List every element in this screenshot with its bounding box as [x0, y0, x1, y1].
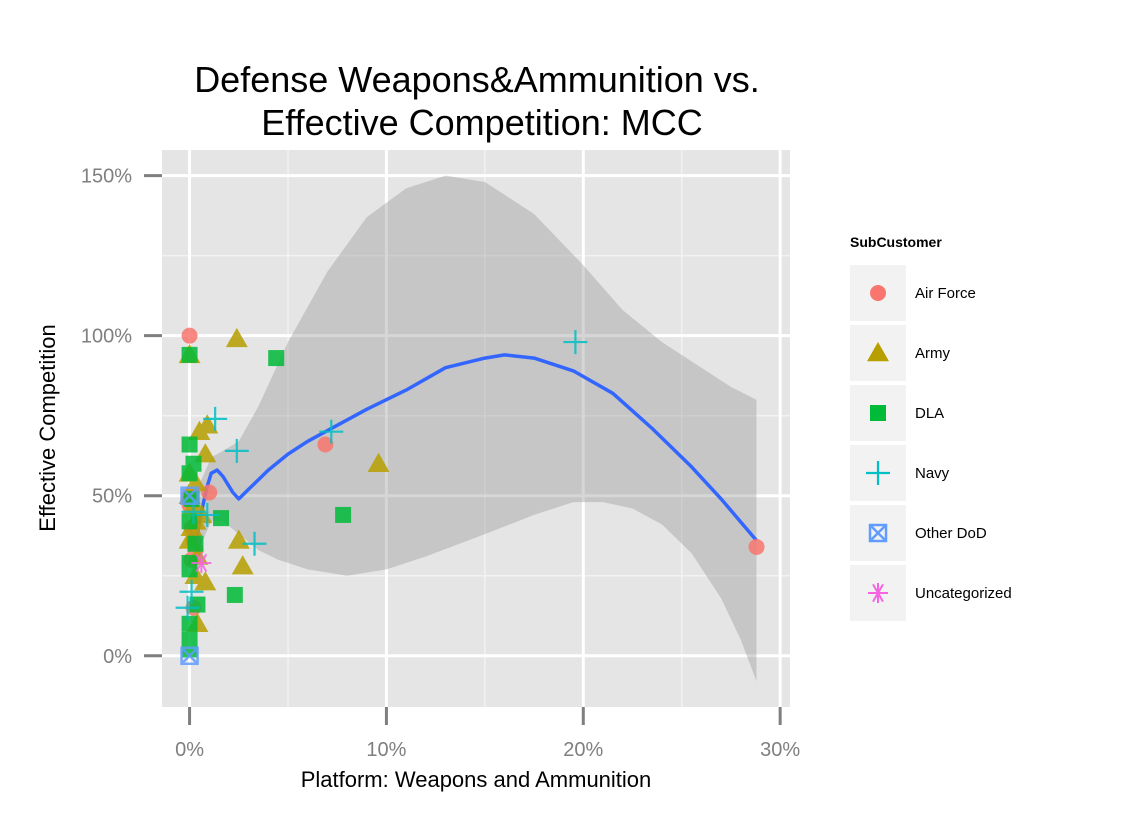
- legend-title: SubCustomer: [850, 234, 942, 250]
- point-5-0: [191, 552, 212, 573]
- point-2-0: [181, 346, 198, 363]
- legend-label: Army: [915, 345, 950, 362]
- legend-label: Air Force: [915, 285, 976, 302]
- point-1-18: [231, 555, 254, 575]
- point-0-0: [181, 327, 198, 344]
- point-2-2: [181, 436, 198, 453]
- legend-key-marker: [866, 461, 890, 485]
- plot-panel: [162, 150, 790, 707]
- point-3-8: [563, 330, 588, 355]
- legend-label: DLA: [915, 405, 944, 422]
- point-2-15: [226, 586, 243, 603]
- smooth-line-path: [187, 353, 758, 546]
- y-tick-label-2: 100%: [81, 326, 132, 348]
- point-2-10: [181, 561, 198, 578]
- x-tick-label-3: 30%: [760, 739, 800, 761]
- legend-key-marker: [868, 523, 888, 543]
- legend-key-marker: [870, 285, 886, 301]
- legend-key-marker: [870, 405, 886, 421]
- legend-key-marker: [867, 342, 889, 362]
- point-1-15: [194, 571, 217, 591]
- chart-title-line-1: Defense Weapons&Ammunition vs.: [194, 59, 760, 100]
- confidence-band: [189, 175, 757, 682]
- legend-label: Other DoD: [915, 525, 987, 542]
- point-3-5: [179, 579, 204, 604]
- point-4-0: [180, 486, 199, 505]
- point-2-8: [187, 535, 204, 552]
- chart-title: Defense Weapons&Ammunition vs. Effective…: [194, 59, 760, 143]
- legend-item-navy: Navy: [850, 445, 950, 501]
- confidence-band-area: [189, 175, 757, 682]
- point-0-7: [201, 484, 218, 501]
- x-tick-label-2: 20%: [563, 739, 603, 761]
- point-0-8: [317, 436, 334, 453]
- y-axis-title: Effective Competition: [35, 324, 60, 531]
- point-2-4: [181, 465, 198, 482]
- point-3-7: [319, 419, 344, 444]
- legend-item-air-force: Air Force: [850, 265, 976, 321]
- smooth-trend-line: [187, 353, 758, 546]
- point-3-3: [242, 531, 267, 556]
- legend-item-uncategorized: Uncategorized: [850, 565, 1012, 621]
- legend-label: Navy: [915, 465, 950, 482]
- point-3-0: [203, 406, 228, 431]
- point-1-19: [367, 452, 390, 472]
- x-tick-label-1: 10%: [366, 739, 406, 761]
- axes: 0% 50% 100% 150% 0% 10% 20% 30%: [81, 166, 801, 761]
- point-2-6: [181, 513, 198, 530]
- point-2-1: [268, 350, 285, 367]
- x-axis-title: Platform: Weapons and Ammunition: [301, 767, 652, 792]
- data-points: [175, 327, 765, 666]
- point-0-9: [748, 538, 765, 555]
- point-3-2: [195, 502, 220, 527]
- chart-title-line-2: Effective Competition: MCC: [261, 102, 703, 143]
- y-tick-label-1: 50%: [92, 486, 132, 508]
- legend: SubCustomer Air Force Army DLA Navy Other Do…: [850, 234, 1012, 621]
- legend-key-marker: [868, 583, 888, 603]
- series-navy: [175, 330, 588, 620]
- legend-item-dla: DLA: [850, 385, 944, 441]
- series-uncategorized: [191, 552, 212, 573]
- point-2-7: [213, 510, 230, 527]
- point-1-9: [184, 471, 207, 492]
- y-tick-label-0: 0%: [103, 646, 132, 668]
- point-1-1: [225, 327, 248, 348]
- legend-item-army: Army: [850, 325, 950, 381]
- point-3-1: [224, 438, 249, 463]
- y-tick-label-3: 150%: [81, 166, 132, 188]
- point-4-1: [180, 646, 199, 666]
- series-other-dod: [180, 486, 199, 666]
- series-dla: [181, 346, 352, 658]
- point-2-16: [335, 506, 352, 523]
- legend-item-other-dod: Other DoD: [850, 505, 987, 561]
- point-1-7: [196, 414, 219, 434]
- point-2-12: [181, 615, 198, 632]
- point-3-6: [175, 595, 200, 620]
- x-tick-label-0: 0%: [175, 739, 204, 761]
- legend-label: Uncategorized: [915, 585, 1012, 602]
